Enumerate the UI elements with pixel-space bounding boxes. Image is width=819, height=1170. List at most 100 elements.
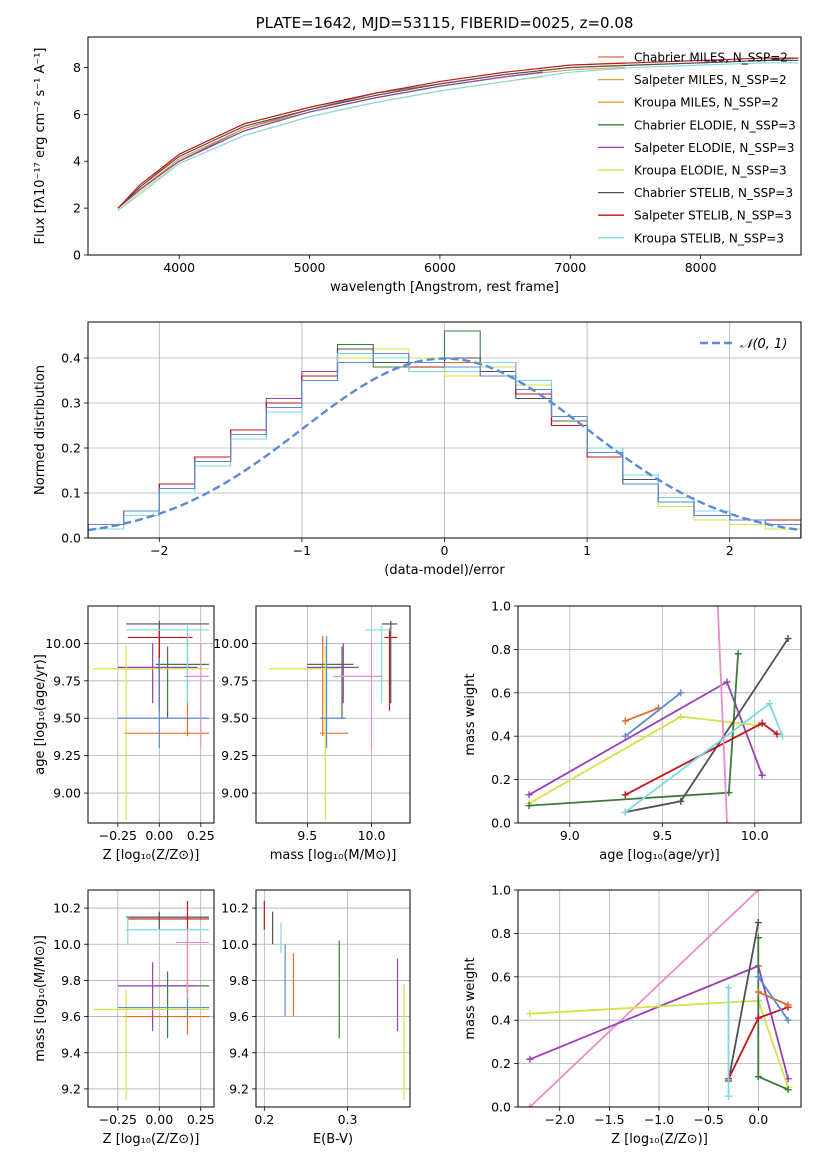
error-bar-point	[320, 635, 349, 737]
weight-lines	[526, 890, 792, 1107]
y-tick-label: 9.00	[221, 786, 249, 801]
y-axis-label: Flux [fλ10⁻¹⁷ erg cm⁻² s⁻¹ A⁻¹]	[33, 48, 48, 245]
error-bar-point	[333, 643, 382, 749]
chart-panel-4: 9.5 10.0 9.00 9.25 9.50 9.75 10.00 mass [log₁₀(…	[213, 605, 411, 863]
x-axis-label: (data-model)/error	[384, 563, 505, 578]
y-tick-label: 9.25	[221, 748, 249, 763]
plus-marker	[723, 819, 731, 823]
y-tick-label: 0.4	[61, 351, 81, 366]
x-axis-label: mass [log₁₀(M/M⊙)]	[270, 848, 397, 863]
y-tick-label: 9.6	[229, 1009, 249, 1024]
plus-marker	[773, 730, 781, 738]
y-tick-label: 0	[73, 248, 81, 263]
x-tick-label: −0.25	[99, 828, 137, 843]
plus-marker	[525, 791, 533, 799]
weight-line	[624, 722, 778, 796]
plus-marker	[784, 635, 792, 643]
error-bar-point	[117, 658, 210, 749]
chart-panel-7: 0.2 0.3 9.2 9.4 9.6 9.8 10.0 10.2 E(B-V)	[221, 889, 411, 1147]
y-tick-label: 10.00	[213, 636, 249, 651]
error-bars	[263, 900, 405, 1100]
error-bar-point	[117, 962, 198, 1032]
plus-marker	[714, 606, 722, 610]
legend-entry: Salpeter ELODIE, N_SSP=3	[634, 141, 795, 155]
plot-frame	[255, 889, 411, 1108]
y-tick-label: 9.6	[61, 1009, 81, 1024]
error-bars	[92, 900, 210, 1100]
y-tick-label: 4	[73, 154, 81, 169]
x-tick-label: −0.25	[99, 1112, 137, 1127]
plus-marker	[784, 1086, 792, 1094]
histogram-step-line	[88, 352, 801, 538]
y-tick-label: 0.8	[491, 642, 511, 657]
y-tick-label: 8	[73, 60, 81, 75]
y-tick-label: 2	[73, 201, 81, 216]
error-bar-point	[117, 643, 198, 704]
weight-series	[725, 984, 733, 1100]
plus-marker	[526, 1010, 534, 1018]
plot-frame	[517, 889, 802, 1108]
x-axis-label: Z [log₁₀(Z/Z⊙)]	[611, 1132, 708, 1147]
error-bar-point	[126, 911, 210, 930]
y-axis-label: mass [log₁₀(M/M⊙)]	[33, 935, 48, 1062]
error-bar-point	[381, 620, 398, 704]
y-tick-label: 10.0	[221, 937, 249, 952]
plus-marker	[677, 713, 685, 721]
weight-line	[727, 922, 760, 1082]
x-tick-label: 1	[583, 543, 591, 558]
x-tick-label: 9.5	[652, 828, 672, 843]
legend-entry: Chabrier STELIB, N_SSP=3	[634, 186, 793, 200]
x-tick-label: 0.25	[187, 828, 215, 843]
plus-marker	[725, 1092, 733, 1100]
x-tick-label: 4000	[163, 260, 195, 275]
legend: 𝒩(0, 1)	[700, 337, 787, 352]
y-tick-label: 0.2	[61, 441, 81, 456]
error-bar-point	[124, 953, 210, 1035]
x-tick-label: −2	[150, 543, 168, 558]
plus-marker	[621, 732, 629, 740]
weight-series	[526, 890, 762, 1107]
plus-marker	[754, 973, 762, 981]
x-tick-label: 7000	[554, 260, 586, 275]
chart-panel-2: −2 −1 0 1 2 0.0 0.1 0.2 0.3 0.4 (data-model)/error…	[33, 321, 802, 578]
x-tick-label: −2.0	[545, 1112, 575, 1127]
y-tick-label: 10.2	[221, 901, 249, 916]
error-bar-point	[384, 628, 398, 711]
x-tick-label: 10.0	[358, 828, 386, 843]
plot-frame	[87, 36, 802, 256]
legend-entry: Kroupa STELIB, N_SSP=3	[634, 231, 784, 245]
weight-line	[624, 692, 682, 737]
x-axis-label: E(B-V)	[313, 1132, 353, 1147]
chart-panel-1: 4000 5000 6000 7000 8000 0 2 4 6 8 wavelength [Ang…	[33, 14, 802, 295]
y-tick-label: 6	[73, 107, 81, 122]
x-axis-label: Z [log₁₀(Z/Z⊙)]	[103, 1132, 200, 1147]
error-bar-point	[307, 643, 359, 704]
weight-line	[716, 606, 728, 823]
model-spectrum-line	[117, 64, 626, 209]
chart-title: PLATE=1642, MJD=53115, FIBERID=0025, z=0…	[256, 14, 634, 32]
plot-frame	[87, 889, 215, 1108]
x-tick-label: 5000	[294, 260, 326, 275]
y-tick-label: 10.2	[53, 901, 81, 916]
weight-series	[714, 606, 731, 823]
error-bar-point	[126, 917, 210, 945]
y-tick-label: 9.8	[229, 973, 249, 988]
plot-frame	[255, 605, 411, 824]
weight-lines	[525, 606, 792, 823]
x-tick-label: −1.5	[594, 1112, 624, 1127]
plus-marker	[754, 919, 762, 927]
y-tick-label: 0.6	[491, 685, 511, 700]
model-spectrum-line	[117, 76, 543, 211]
plus-marker	[621, 791, 629, 799]
weight-series	[621, 700, 787, 816]
plus-marker	[754, 1014, 762, 1022]
plus-marker	[526, 1103, 534, 1107]
error-bar-point	[127, 628, 193, 711]
weight-series	[525, 678, 766, 799]
y-tick-label: 9.50	[221, 711, 249, 726]
x-tick-label: −0.5	[693, 1112, 723, 1127]
error-bar-point	[127, 900, 210, 930]
x-tick-label: 0	[441, 543, 449, 558]
y-tick-label: 9.2	[229, 1081, 249, 1096]
